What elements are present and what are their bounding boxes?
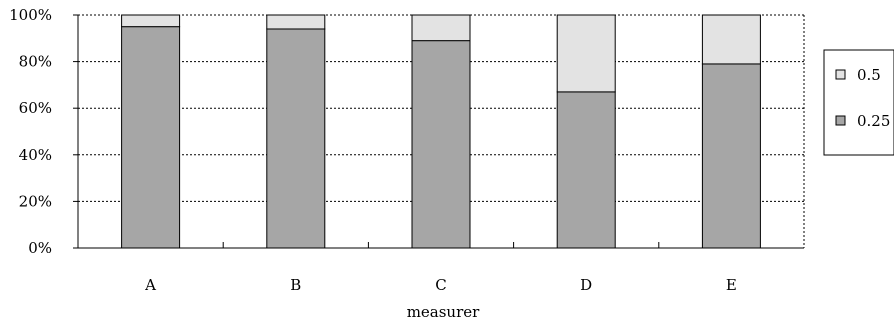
bar-A-series-0.25 [121, 26, 181, 249]
x-tick-label: A [144, 276, 156, 294]
bar-C-series-0.25 [411, 40, 471, 249]
y-tick-label: 80% [19, 53, 52, 71]
x-tick-label: E [726, 276, 737, 294]
x-axis-title: measurer [407, 303, 480, 321]
legend-swatch-0.5 [835, 69, 846, 80]
y-tick-label: 40% [19, 146, 52, 164]
y-tick-label: 20% [19, 192, 52, 210]
y-tick-label: 60% [19, 99, 52, 117]
bar-D-series-0.5 [556, 14, 616, 93]
bar-B-series-0.25 [266, 28, 326, 249]
legend-label-0.5: 0.5 [857, 66, 881, 84]
y-tick-label: 100% [9, 6, 52, 24]
legend-label-0.25: 0.25 [857, 112, 890, 130]
bar-C-series-0.5 [411, 14, 471, 42]
bar-A-series-0.5 [121, 14, 181, 28]
x-tick-label: D [580, 276, 592, 294]
legend-swatch-0.25 [835, 115, 846, 126]
bars [121, 14, 761, 249]
axes [73, 14, 805, 249]
y-tick-label: 0% [28, 239, 52, 257]
bar-D-series-0.25 [556, 91, 616, 249]
gridlines [78, 14, 804, 202]
legend: 0.5 0.25 [823, 49, 894, 156]
legend-box [823, 49, 894, 156]
x-tick-label: C [435, 276, 446, 294]
bar-E-series-0.25 [701, 63, 761, 249]
x-tick-label: B [290, 276, 301, 294]
bar-B-series-0.5 [266, 14, 326, 30]
bar-E-series-0.5 [701, 14, 761, 65]
axis-labels: measurer 0% 20% 40% 60% 80% 100% A B C D E [9, 6, 737, 321]
